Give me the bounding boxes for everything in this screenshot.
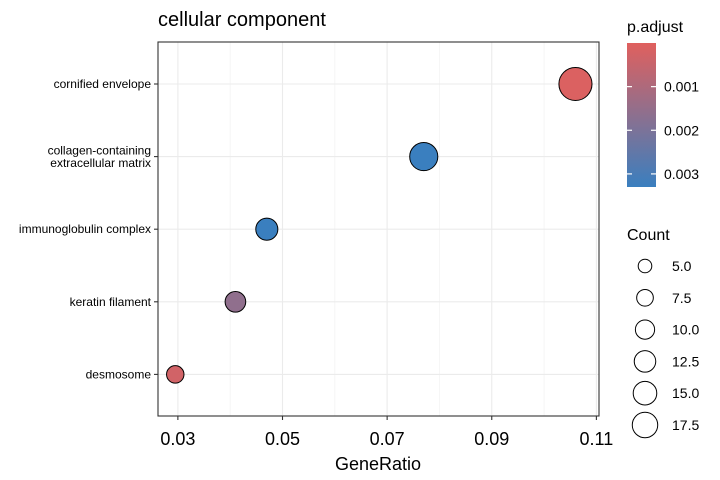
y-tick-label: cornified envelope bbox=[54, 77, 152, 91]
size-legend-label: 12.5 bbox=[672, 353, 699, 369]
colorbar bbox=[627, 43, 656, 187]
y-tick-label: keratin filament bbox=[70, 295, 152, 309]
color-legend-label: 0.001 bbox=[664, 79, 699, 95]
size-legend-key bbox=[637, 258, 653, 274]
x-tick-label: 0.05 bbox=[265, 429, 300, 449]
size-legend-key bbox=[633, 350, 657, 373]
data-point bbox=[409, 142, 439, 172]
color-legend: p.adjust 0.001 0.002 0.003 bbox=[627, 19, 699, 187]
y-tick-label: collagen-containing extracellular matrix bbox=[48, 143, 151, 170]
color-legend-title: p.adjust bbox=[627, 19, 684, 36]
size-legend-key bbox=[634, 319, 656, 340]
size-legend: Count 5.0 7.5 10.0 12.5 15.0 17.5 bbox=[627, 227, 699, 439]
chart-title: cellular component bbox=[158, 9, 326, 31]
size-legend-label: 5.0 bbox=[672, 258, 692, 274]
x-axis: 0.03 0.05 0.07 0.09 0.11 bbox=[160, 416, 613, 449]
size-legend-title: Count bbox=[627, 227, 670, 244]
size-legend-key bbox=[636, 288, 654, 307]
grid-lines bbox=[158, 42, 599, 416]
y-tick-label: desmosome bbox=[86, 367, 152, 381]
x-tick-label: 0.07 bbox=[370, 429, 405, 449]
data-point bbox=[255, 217, 279, 241]
color-legend-label: 0.002 bbox=[664, 122, 699, 138]
size-legend-key bbox=[632, 380, 658, 406]
size-legend-label: 10.0 bbox=[672, 322, 699, 338]
data-point bbox=[224, 290, 247, 313]
x-tick-label: 0.03 bbox=[160, 429, 195, 449]
data-points bbox=[166, 66, 593, 384]
y-tick-label: immunoglobulin complex bbox=[19, 222, 151, 236]
y-axis: cornified envelope collagen-containing ext… bbox=[19, 77, 158, 381]
size-legend-key bbox=[631, 411, 659, 439]
size-legend-label: 7.5 bbox=[672, 290, 692, 306]
x-tick-label: 0.11 bbox=[580, 429, 614, 449]
x-axis-title: GeneRatio bbox=[335, 454, 421, 474]
data-point bbox=[166, 365, 185, 384]
x-tick-label: 0.09 bbox=[474, 429, 509, 449]
data-point bbox=[558, 66, 593, 102]
size-legend-label: 17.5 bbox=[672, 417, 699, 433]
size-legend-label: 15.0 bbox=[672, 385, 699, 401]
color-legend-label: 0.003 bbox=[664, 166, 699, 182]
